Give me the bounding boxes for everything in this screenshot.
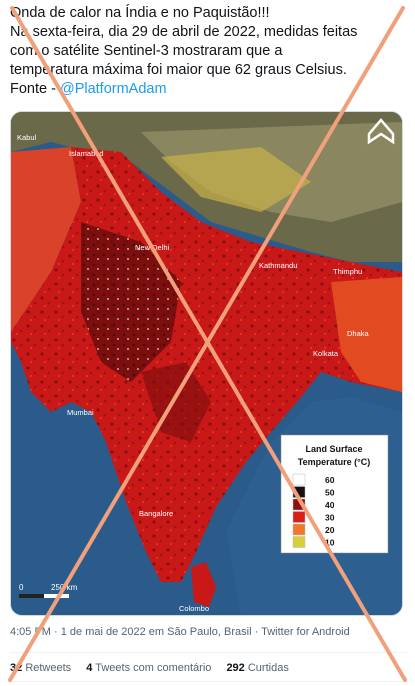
satellite-map: Kabul Islamabad New Delhi Kathmandu Thim…	[11, 112, 402, 615]
legend-label: 20	[325, 525, 335, 535]
label-colombo: Colombo	[179, 604, 209, 613]
source-prefix: Fonte -	[10, 81, 60, 97]
legend-label: 50	[325, 488, 335, 498]
legend-swatch	[292, 511, 306, 523]
label-kolkata: Kolkata	[313, 349, 339, 358]
label-mumbai: Mumbai	[67, 408, 94, 417]
tweet-line-4: temperatura máxima foi maior que 62 grau…	[10, 62, 347, 78]
label-bangalore: Bangalore	[139, 509, 173, 518]
likes-stat[interactable]: 292 Curtidas	[226, 662, 288, 674]
tweet-source-line: Fonte - @PlatformAdam	[10, 80, 406, 99]
label-kabul: Kabul	[17, 133, 37, 142]
tweet-line-2: Na sexta-feira, dia 29 de abril de 2022,…	[10, 24, 358, 40]
legend-label: 30	[325, 513, 335, 523]
legend-label: 10	[325, 538, 335, 548]
quotes-count: 4	[86, 662, 93, 674]
tweet-meta: 4:05 PM · 1 de mai de 2022 em São Paulo,…	[10, 626, 350, 638]
legend-title-line1: Land Surface	[305, 444, 362, 454]
map-legend: Land Surface Temperature (°C) 60 50 40 30 20…	[280, 434, 389, 554]
label-new-delhi: New Delhi	[135, 243, 170, 252]
legend-title-line2: Temperature (°C)	[298, 457, 370, 467]
tweet-line-1: Onda de calor na Índia e no Paquistão!!!	[10, 5, 270, 21]
legend-swatch	[292, 536, 306, 548]
divider-top	[10, 652, 407, 653]
label-dhaka: Dhaka	[347, 329, 370, 338]
likes-count: 292	[226, 662, 245, 674]
tweet-text: Onda de calor na Índia e no Paquistão!!!…	[10, 4, 406, 99]
retweets-count: 32	[10, 662, 23, 674]
likes-label: Curtidas	[247, 662, 289, 674]
tweet-stats: 32 Retweets 4 Tweets com comentário 292 …	[10, 662, 301, 674]
mention-link[interactable]: @PlatformAdam	[59, 81, 167, 97]
label-thimphu: Thimphu	[333, 267, 362, 276]
tweet-media-image[interactable]: Kabul Islamabad New Delhi Kathmandu Thim…	[10, 111, 403, 616]
legend-swatch	[292, 473, 306, 486]
label-kathmandu: Kathmandu	[259, 261, 297, 270]
divider-bottom	[10, 681, 407, 682]
legend-label: 60	[325, 475, 335, 485]
legend-swatch	[292, 498, 306, 511]
legend-swatch	[292, 486, 306, 498]
scale-distance: 250 km	[51, 583, 78, 592]
retweets-stat[interactable]: 32 Retweets	[10, 662, 71, 674]
quotes-label: Tweets com comentário	[95, 662, 212, 674]
tweet-line-3: com o satélite Sentinel-3 mostraram que …	[10, 43, 283, 59]
legend-label: 40	[325, 500, 335, 510]
scale-zero: 0	[19, 583, 24, 592]
label-islamabad: Islamabad	[69, 149, 104, 158]
quotes-stat[interactable]: 4 Tweets com comentário	[86, 662, 211, 674]
legend-swatch	[292, 523, 306, 536]
retweets-label: Retweets	[25, 662, 72, 674]
